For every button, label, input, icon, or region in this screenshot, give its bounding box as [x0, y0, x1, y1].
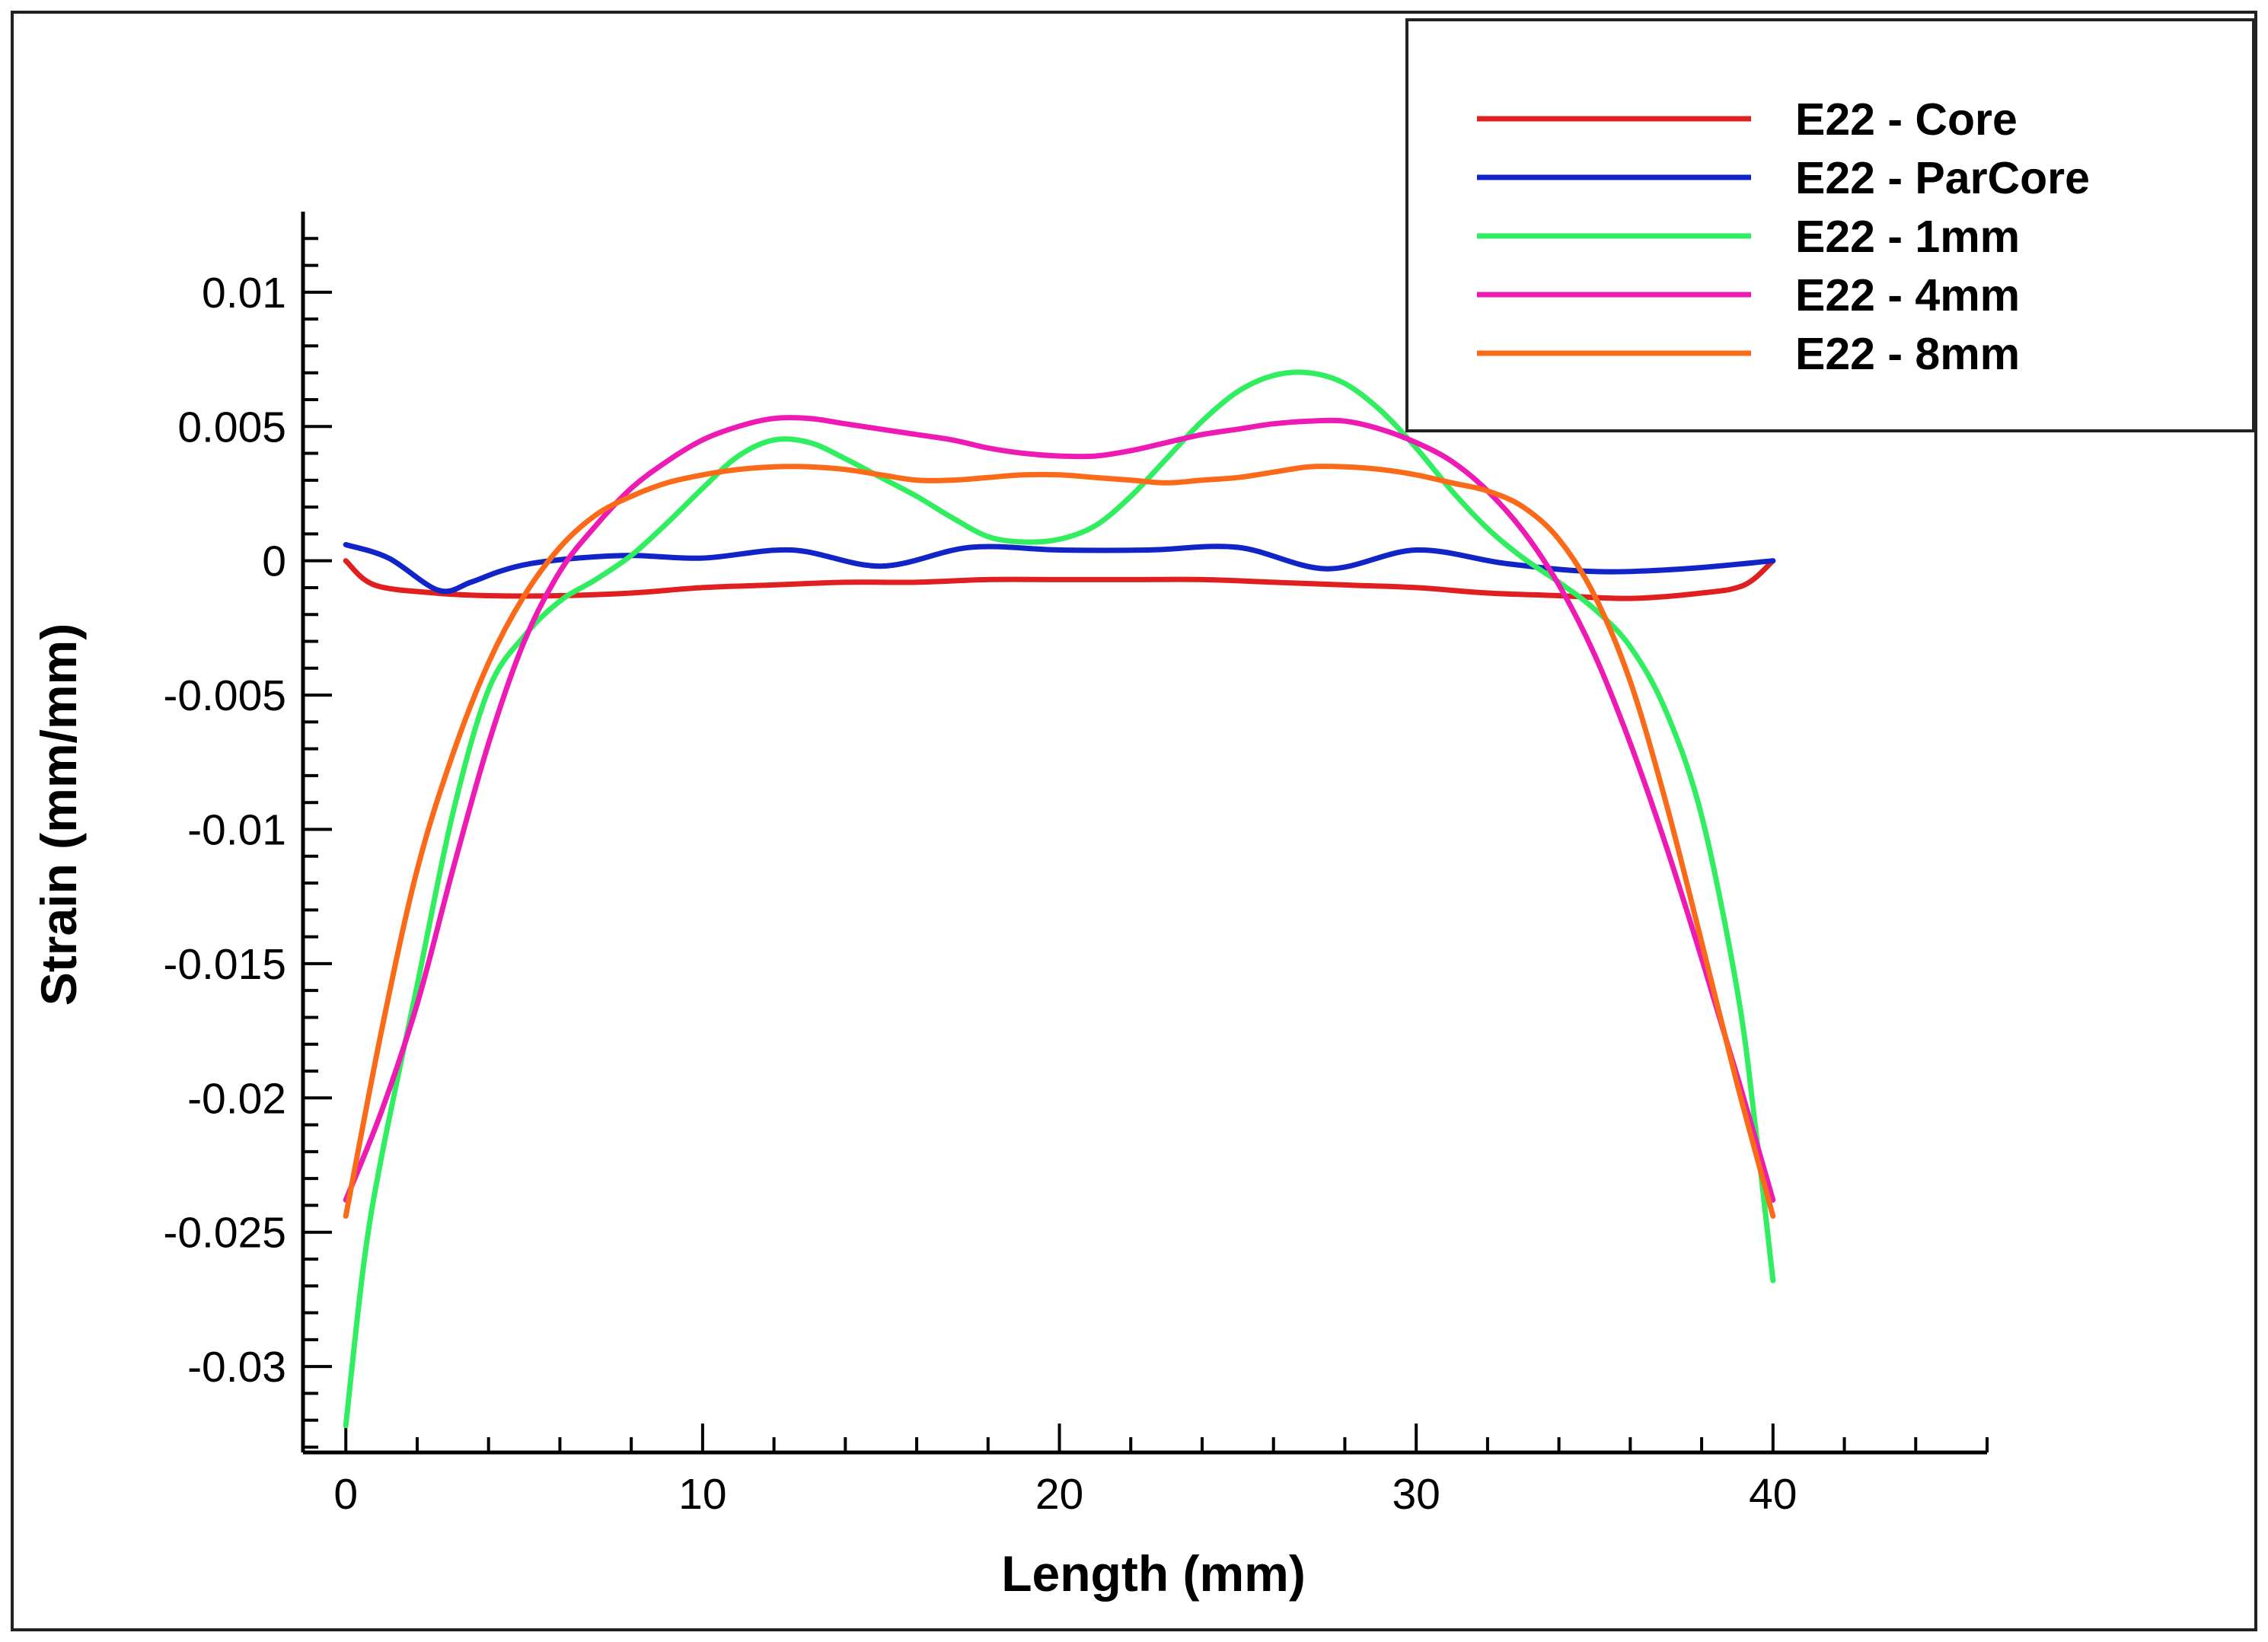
y-tick-label: -0.01 [187, 805, 286, 854]
x-tick-label: 40 [1749, 1470, 1797, 1519]
y-tick-label: -0.02 [187, 1074, 286, 1123]
series-line-e22-core [343, 558, 1776, 601]
series-line-e22-parcore [343, 542, 1776, 595]
y-tick-label: -0.03 [187, 1343, 286, 1392]
legend-label-e22-4mm: E22 - 4mm [1795, 270, 2020, 320]
series-line-e22-1mm [343, 369, 1776, 1429]
legend-label-e22-parcore: E22 - ParCore [1795, 153, 2090, 203]
legend-label-e22-8mm: E22 - 8mm [1795, 329, 2020, 379]
x-tick-label: 20 [1035, 1470, 1083, 1519]
legend-label-e22-1mm: E22 - 1mm [1795, 212, 2020, 262]
legend: E22 - Core E22 - ParCore E22 - 1mm E22 - 4m… [1405, 18, 2255, 432]
x-axis-title: Length (mm) [1001, 1545, 1306, 1602]
x-tick-label: 0 [333, 1470, 358, 1519]
axes: 0.01 0.005 0 -0.005 -0.01 -0.015 -0.02 -0.025 -0… [163, 212, 1989, 1519]
y-tick-label: -0.015 [163, 940, 286, 989]
y-axis-title: Strain (mm/mm) [30, 623, 87, 1006]
legend-box [1405, 18, 2255, 432]
series-line-e22-4mm [343, 415, 1776, 1203]
y-tick-label: 0.01 [202, 269, 286, 317]
y-tick-label: 0 [262, 537, 286, 586]
plot-lines [343, 369, 1776, 1429]
x-tick-label: 10 [678, 1470, 726, 1519]
series-line-e22-8mm [343, 464, 1776, 1219]
y-tick-label: -0.005 [163, 671, 286, 720]
y-tick-label: -0.025 [163, 1209, 286, 1258]
legend-label-e22-core: E22 - Core [1795, 94, 2018, 145]
y-tick-label: 0.005 [177, 403, 286, 451]
x-tick-label: 30 [1392, 1470, 1440, 1519]
